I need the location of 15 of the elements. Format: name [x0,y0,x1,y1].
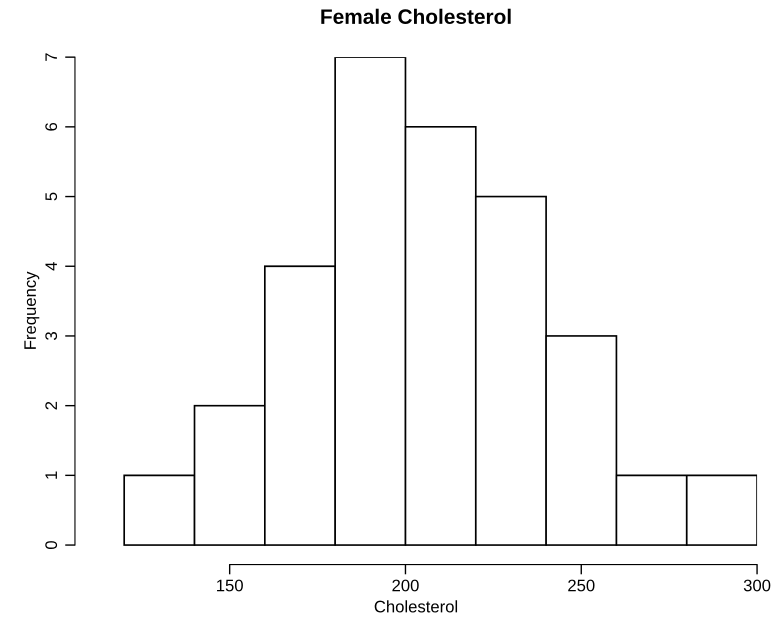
x-tick-label: 300 [744,580,770,592]
y-tick-label: 7 [45,53,57,61]
y-tick-label: 1 [45,472,57,479]
y-tick-label: 0 [45,541,58,550]
x-tick-label: 250 [568,580,595,592]
x-tick-label: 200 [392,580,419,592]
y-tick-label: 4 [45,262,57,271]
y-tick-label: 6 [45,122,58,131]
y-tick-label: 5 [45,192,58,201]
x-axis-title: Cholesterol [374,600,458,612]
y-tick-label: 3 [45,332,58,340]
x-tick-label: 150 [217,580,243,592]
chart-title: Female Cholesterol [321,8,511,24]
y-tick-label: 2 [45,402,57,410]
y-axis-title: Frequency [24,272,40,349]
